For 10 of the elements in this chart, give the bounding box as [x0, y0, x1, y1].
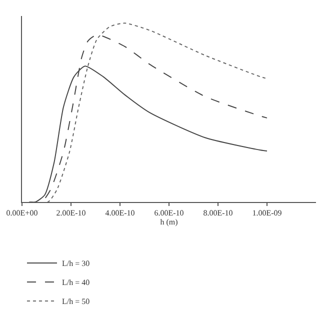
x-tick-label: 6.00E-10: [154, 208, 184, 218]
x-tick-label: 0.00E+00: [6, 208, 38, 218]
x-axis-title: h (m): [160, 218, 178, 227]
x-tick-label: 1.00E-09: [252, 208, 282, 218]
legend-label: L/h = 50: [62, 297, 90, 306]
x-tick-label: 2.00E-10: [56, 208, 86, 218]
x-tick-label: 4.00E-10: [105, 208, 135, 218]
x-tick-label: 8.00E-10: [203, 208, 233, 218]
legend-label: L/h = 30: [62, 259, 90, 268]
legend-label: L/h = 40: [62, 278, 90, 288]
